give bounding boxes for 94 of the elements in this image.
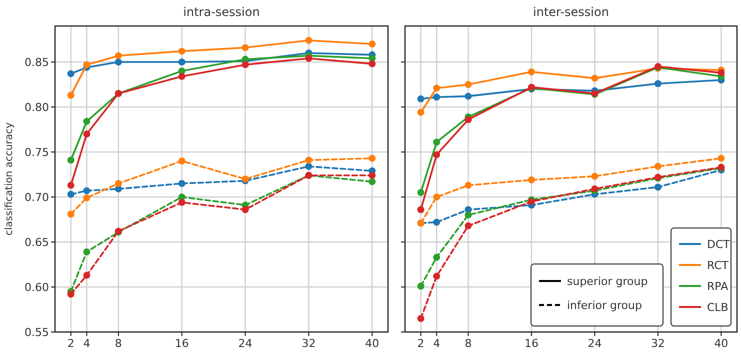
- point: [464, 212, 472, 218]
- point: [417, 95, 424, 102]
- point: [417, 206, 424, 214]
- x-tick-label: 24: [238, 337, 252, 350]
- x-tick-label: 40: [365, 337, 380, 350]
- y-tick-label: 0.55: [24, 326, 49, 339]
- point: [83, 130, 90, 138]
- y-tick-label: 0.75: [24, 146, 49, 159]
- point: [83, 118, 90, 125]
- point: [178, 198, 186, 206]
- x-tick-label: 8: [114, 337, 122, 350]
- y-axis-title: classification accuracy: [4, 122, 15, 236]
- annotation: superior group: [567, 275, 648, 288]
- point: [67, 210, 74, 218]
- point: [178, 58, 186, 66]
- annotation: inferior group: [567, 299, 642, 312]
- point: [718, 154, 725, 162]
- chart-title: inter-session: [533, 5, 609, 19]
- point: [433, 194, 440, 200]
- point: [242, 206, 249, 214]
- point: [654, 184, 662, 191]
- point: [368, 178, 376, 186]
- point: [83, 194, 90, 202]
- legend-label: CLB: [707, 301, 728, 314]
- x-tick-label: 16: [174, 337, 189, 350]
- legend-label: RPA: [707, 280, 729, 293]
- y-tick-label: 0.60: [24, 281, 49, 294]
- y-tick-label: 0.85: [24, 56, 49, 69]
- point: [417, 189, 424, 196]
- point: [83, 272, 90, 279]
- point: [242, 44, 249, 52]
- point: [114, 180, 122, 187]
- point: [67, 92, 74, 99]
- point: [528, 68, 535, 76]
- point: [242, 61, 249, 68]
- point: [67, 190, 74, 198]
- point: [464, 81, 472, 88]
- x-tick-label: 4: [83, 337, 90, 350]
- x-tick-label: 2: [417, 337, 424, 350]
- point: [305, 54, 312, 62]
- point: [591, 172, 598, 180]
- point: [433, 254, 440, 261]
- point: [178, 158, 186, 164]
- point: [417, 315, 424, 322]
- point: [178, 180, 186, 187]
- point: [464, 116, 472, 124]
- point: [305, 162, 312, 170]
- point: [114, 58, 122, 66]
- x-tick-label: 32: [650, 337, 665, 350]
- point: [433, 218, 440, 226]
- point: [433, 151, 440, 158]
- point: [67, 70, 74, 78]
- point: [305, 156, 312, 164]
- y-tick-label: 0.70: [24, 191, 49, 204]
- point: [528, 176, 535, 184]
- point: [464, 182, 472, 189]
- point: [464, 92, 472, 100]
- x-tick-label: 24: [588, 337, 602, 350]
- point: [114, 52, 122, 60]
- point: [83, 61, 90, 68]
- x-tick-label: 4: [433, 337, 440, 350]
- point: [433, 138, 440, 146]
- point: [305, 36, 312, 44]
- x-tick-label: 40: [714, 337, 728, 350]
- point: [83, 248, 90, 256]
- y-tick-label: 0.80: [24, 101, 49, 114]
- point: [67, 156, 74, 164]
- point: [654, 162, 662, 170]
- x-tick-label: 2: [67, 337, 74, 350]
- point: [368, 172, 376, 179]
- point: [368, 40, 376, 48]
- y-tick-label: 0.65: [24, 236, 49, 249]
- point: [718, 69, 725, 76]
- point: [67, 290, 74, 298]
- legend-label: DCT: [707, 238, 730, 251]
- point: [433, 84, 440, 92]
- point: [83, 187, 90, 194]
- point: [433, 94, 440, 101]
- point: [417, 282, 424, 290]
- point: [591, 74, 598, 82]
- point: [464, 222, 472, 230]
- point: [417, 108, 424, 116]
- point: [368, 154, 376, 162]
- point: [654, 80, 662, 88]
- chart-title: intra-session: [183, 5, 260, 19]
- point: [178, 72, 186, 80]
- x-tick-label: 32: [302, 337, 316, 350]
- point: [433, 272, 440, 280]
- point: [67, 182, 74, 189]
- legend-label: RCT: [707, 259, 729, 272]
- x-tick-label: 8: [464, 337, 472, 350]
- x-tick-label: 16: [524, 337, 538, 350]
- point: [368, 60, 376, 68]
- point: [178, 48, 186, 55]
